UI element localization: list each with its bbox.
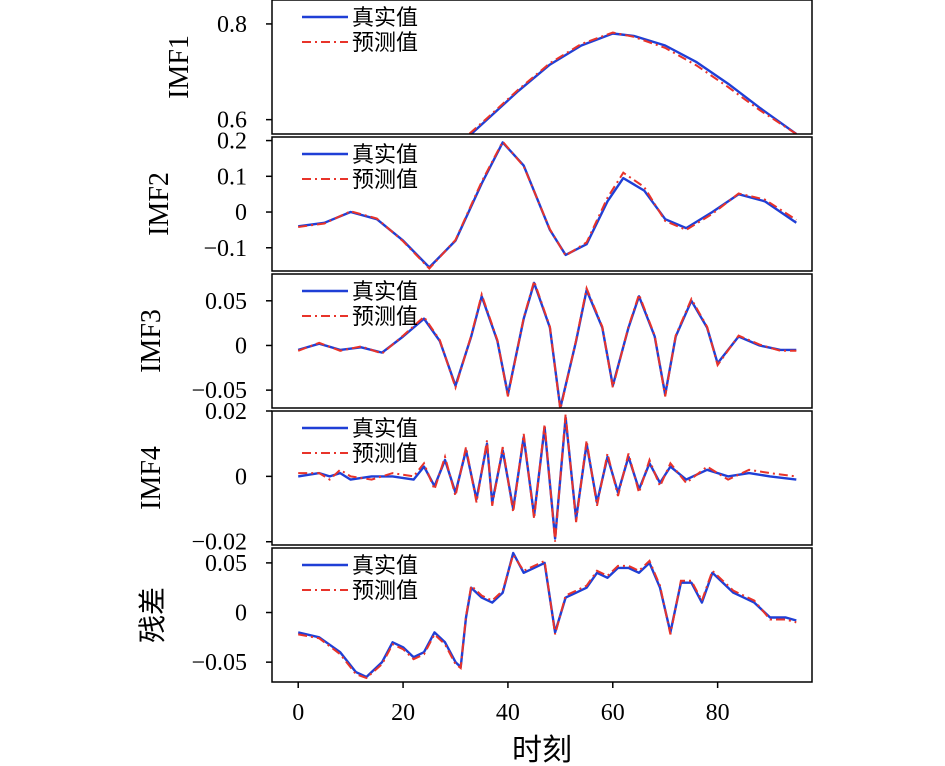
y-tick-label: 0.02 xyxy=(205,399,247,425)
legend-label-true: 真实值 xyxy=(352,280,418,305)
y-axis-label: 残差 xyxy=(137,587,169,643)
y-tick-label: 0.6 xyxy=(217,108,247,134)
panel-frame xyxy=(271,273,813,409)
legend-label-true: 真实值 xyxy=(352,554,418,579)
series-line-pred xyxy=(467,31,797,134)
y-tick-label: −0.05 xyxy=(191,650,247,676)
y-tick-label: 0.05 xyxy=(205,551,247,577)
legend-label-pred: 预测值 xyxy=(352,579,418,604)
y-tick-label: 0 xyxy=(235,333,247,359)
series-line-true xyxy=(469,32,797,134)
y-tick-label: 0.2 xyxy=(217,129,247,155)
series-line-pred xyxy=(298,139,797,270)
panel-frame xyxy=(271,547,813,683)
series-line-true xyxy=(297,281,797,408)
y-tick-label: −0.05 xyxy=(191,378,247,404)
panel-frame xyxy=(271,0,813,135)
legend-label-true: 真实值 xyxy=(352,417,418,442)
panel-frame xyxy=(271,410,813,546)
y-tick-label: 0 xyxy=(235,601,247,627)
y-tick-label: 0 xyxy=(235,200,247,226)
y-tick-label: −0.1 xyxy=(203,236,247,262)
y-axis-label: IMF4 xyxy=(136,446,167,510)
x-tick-label: 60 xyxy=(601,700,625,726)
x-axis-label: 时刻 xyxy=(512,734,572,766)
y-tick-label: 0.05 xyxy=(205,289,247,315)
x-tick-label: 80 xyxy=(706,700,730,726)
legend-label-true: 真实值 xyxy=(352,143,418,168)
legend-label-pred: 预测值 xyxy=(352,442,418,467)
y-axis-label: IMF3 xyxy=(136,309,167,373)
x-tick-label: 40 xyxy=(496,700,520,726)
legend-label-pred: 预测值 xyxy=(352,168,418,193)
panel-frame xyxy=(271,136,813,272)
y-tick-label: 0.8 xyxy=(217,12,247,38)
y-axis-label: IMF1 xyxy=(164,35,195,99)
series-line-pred xyxy=(298,552,797,680)
y-axis-label: IMF2 xyxy=(144,172,175,236)
legend-label-pred: 预测值 xyxy=(352,31,418,56)
legend-label-true: 真实值 xyxy=(352,6,418,31)
legend-label-pred: 预测值 xyxy=(352,305,418,330)
x-tick-label: 20 xyxy=(391,700,415,726)
y-tick-label: 0 xyxy=(235,464,247,490)
series-line-pred xyxy=(298,414,797,542)
y-tick-label: −0.02 xyxy=(191,530,247,556)
x-tick-label: 0 xyxy=(292,700,304,726)
y-tick-label: 0.1 xyxy=(217,164,247,190)
